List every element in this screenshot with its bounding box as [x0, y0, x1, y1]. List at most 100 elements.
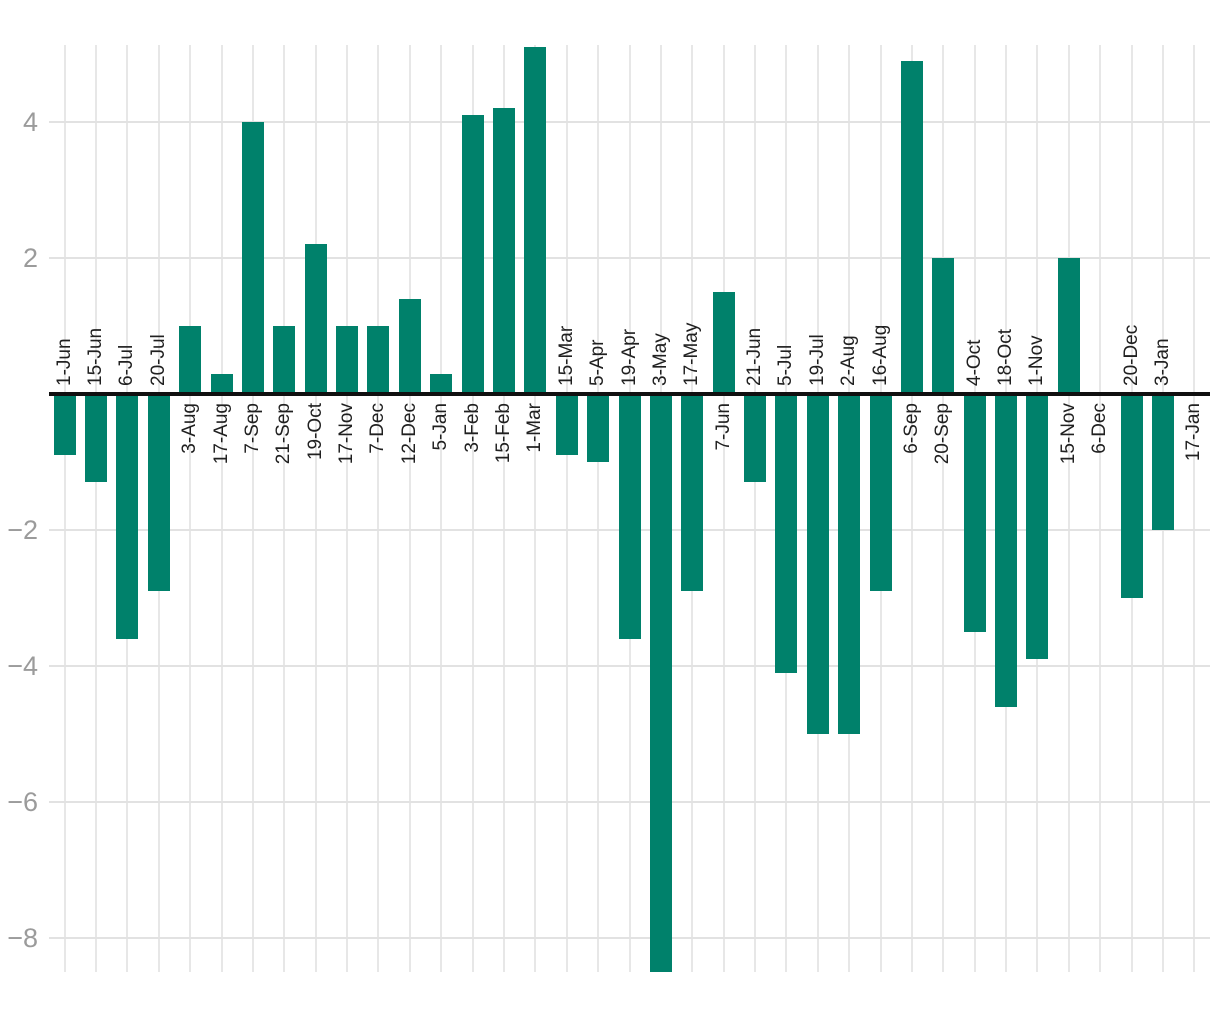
- y-tick-label: −4: [7, 651, 38, 681]
- vertical-gridline: [1193, 45, 1196, 972]
- bar: [85, 394, 108, 483]
- x-tick-label: 3-Jan: [1151, 338, 1173, 386]
- bar: [336, 326, 359, 394]
- x-tick-label: 12-Dec: [398, 403, 420, 465]
- bar: [524, 47, 547, 394]
- vertical-gridline: [314, 45, 317, 972]
- vertical-gridline: [942, 45, 945, 972]
- bar: [775, 394, 798, 673]
- x-tick-label: 19-Jul: [806, 334, 828, 386]
- vertical-gridline: [597, 45, 600, 972]
- vertical-gridline: [754, 45, 756, 972]
- bar: [179, 326, 202, 394]
- vertical-gridline: [440, 45, 443, 972]
- x-tick-label: 7-Sep: [241, 403, 263, 454]
- bar: [555, 394, 578, 456]
- x-tick-label: 7-Dec: [367, 403, 389, 454]
- vertical-gridline: [1067, 45, 1070, 972]
- x-tick-label: 5-Jan: [430, 403, 452, 451]
- bar: [1151, 394, 1174, 530]
- bar: [869, 394, 892, 592]
- vertical-gridline: [251, 45, 254, 972]
- bar: [241, 122, 264, 394]
- bar: [932, 258, 955, 394]
- x-tick-label: 20-Jul: [147, 334, 169, 386]
- bar: [806, 394, 829, 734]
- x-tick-label: 5-Jul: [775, 344, 797, 386]
- x-tick-label: 2-Aug: [838, 335, 860, 386]
- bar: [618, 394, 641, 639]
- x-tick-label: 17-Jan: [1183, 403, 1205, 462]
- x-tick-label: 19-Oct: [304, 403, 326, 461]
- x-tick-label: 15-Nov: [1057, 403, 1079, 465]
- x-tick-label: 20-Dec: [1120, 324, 1142, 386]
- bar: [1057, 258, 1080, 394]
- bar: [492, 108, 515, 394]
- vertical-gridline: [63, 45, 66, 972]
- x-tick-label: 17-Nov: [336, 403, 358, 465]
- bar: [1120, 394, 1143, 598]
- horizontal-gridline: [49, 937, 1210, 939]
- x-tick-label: 21-Jun: [744, 327, 765, 386]
- x-tick-label: 19-Apr: [618, 328, 640, 386]
- x-axis-line: [49, 392, 1210, 396]
- x-tick-label: 4-Oct: [963, 339, 985, 386]
- horizontal-gridline: [49, 801, 1210, 803]
- horizontal-gridline: [49, 665, 1210, 667]
- bar: [430, 373, 453, 394]
- x-tick-label: 1-Mar: [524, 403, 546, 453]
- x-tick-label: 5-Apr: [587, 339, 609, 386]
- bar: [712, 292, 735, 394]
- x-tick-label: 15-Feb: [492, 403, 514, 464]
- x-tick-label: 16-Aug: [869, 324, 891, 386]
- vertical-gridline: [346, 45, 349, 972]
- vertical-gridline: [95, 45, 98, 972]
- bar: [587, 394, 610, 462]
- vertical-gridline: [220, 45, 223, 972]
- x-tick-label: 20-Sep: [932, 403, 954, 465]
- bar: [995, 394, 1018, 707]
- vertical-gridline: [502, 45, 505, 972]
- x-tick-label: 7-Jun: [712, 403, 734, 451]
- x-tick-label: 6-Jul: [116, 344, 138, 386]
- y-tick-label: −6: [7, 787, 38, 817]
- vertical-gridline: [722, 45, 725, 972]
- vertical-gridline: [377, 45, 380, 972]
- x-tick-label: 17-May: [681, 322, 703, 386]
- x-tick-label: 3-Feb: [461, 403, 483, 453]
- vertical-gridline: [408, 45, 411, 972]
- bar: [1026, 394, 1049, 660]
- bar: [681, 394, 704, 592]
- bar: [367, 326, 390, 394]
- y-tick-label: 4: [22, 107, 38, 137]
- x-tick-label: 6-Sep: [900, 403, 922, 454]
- x-tick-label: 1-Nov: [1026, 335, 1048, 386]
- y-tick-label: −2: [7, 515, 38, 545]
- vertical-gridline: [189, 45, 192, 972]
- vertical-gridline: [471, 45, 474, 972]
- vertical-gridline: [910, 45, 913, 972]
- y-tick-label: 2: [22, 243, 38, 273]
- x-tick-label: 21-Sep: [273, 403, 295, 465]
- x-tick-label: 3-May: [649, 333, 671, 386]
- bar: [744, 394, 766, 483]
- x-tick-label: 18-Oct: [995, 328, 1017, 386]
- vertical-gridline: [534, 45, 537, 972]
- horizontal-gridline: [49, 257, 1210, 259]
- bar: [210, 373, 233, 394]
- bar: [963, 394, 986, 632]
- bar: [147, 394, 170, 592]
- horizontal-gridline: [49, 121, 1210, 123]
- bar: [461, 115, 484, 394]
- x-tick-label: 6-Dec: [1089, 403, 1111, 454]
- bar: [900, 60, 923, 394]
- x-tick-label: 3-Aug: [179, 403, 201, 454]
- x-tick-label: 1-Jun: [53, 338, 75, 386]
- bar: [649, 394, 672, 972]
- bar: [273, 326, 296, 394]
- vertical-gridline: [283, 45, 286, 972]
- bar: [53, 394, 76, 456]
- vertical-gridline: [1099, 45, 1102, 972]
- bar: [116, 394, 139, 639]
